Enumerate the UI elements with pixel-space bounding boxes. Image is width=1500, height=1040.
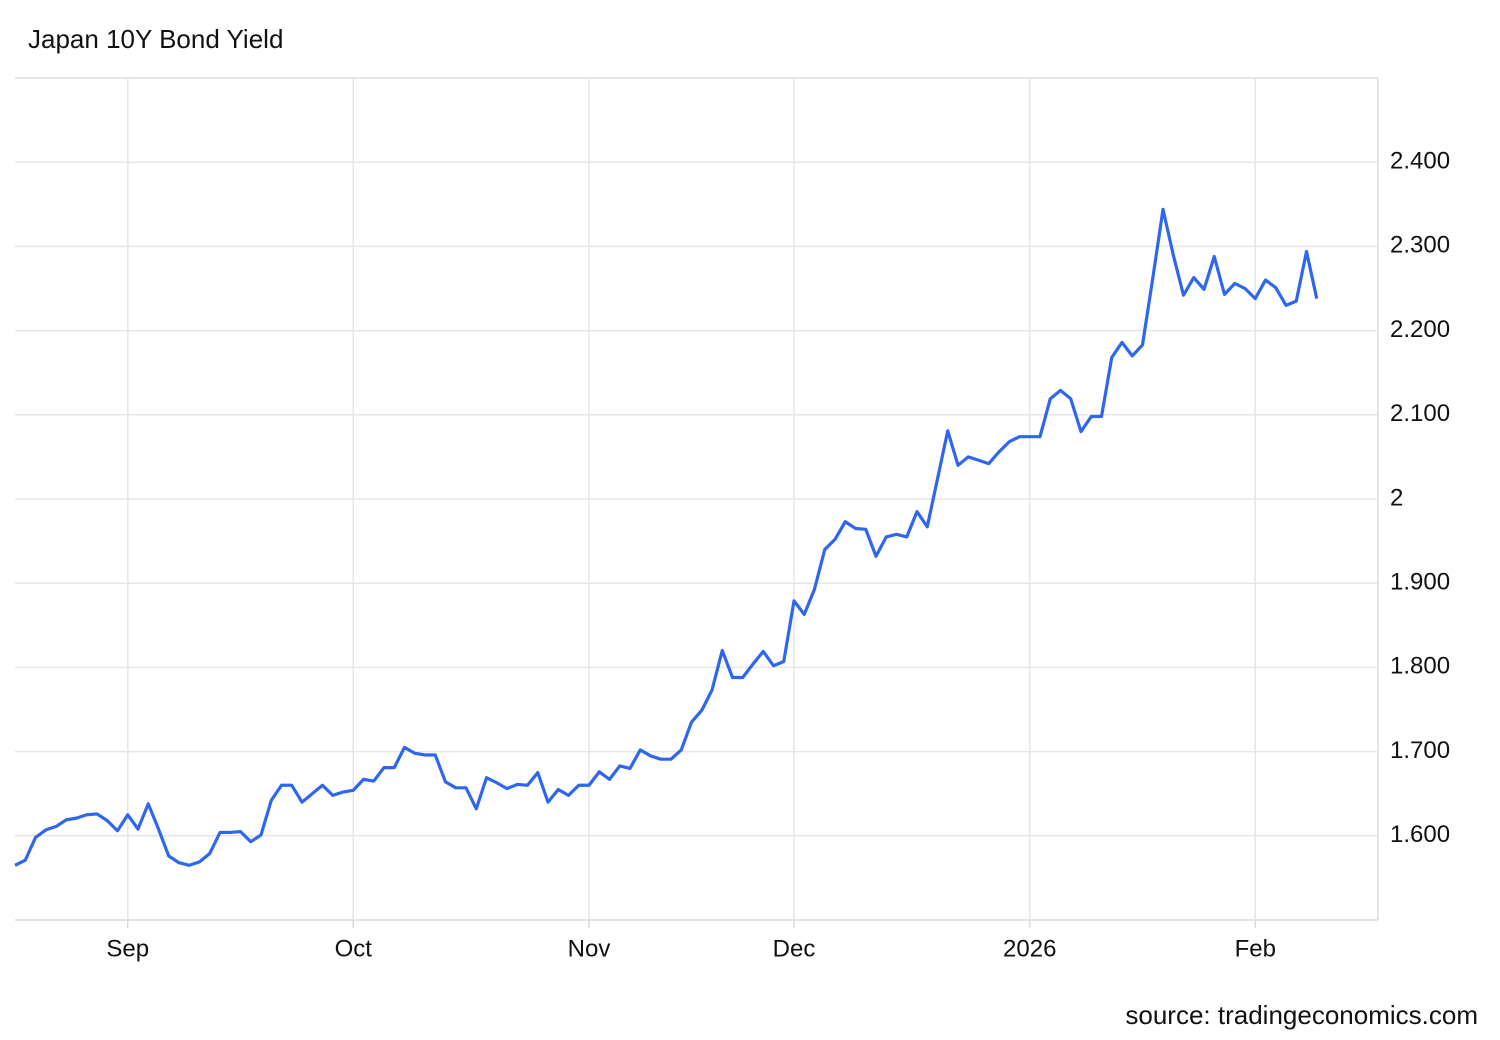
chart-title: Japan 10Y Bond Yield: [28, 24, 283, 54]
x-tick-label: 2026: [1003, 935, 1056, 962]
y-tick-label: 2.300: [1390, 232, 1450, 259]
y-tick-label: 2.400: [1390, 148, 1450, 175]
x-tick-label: Dec: [773, 935, 816, 962]
x-tick-label: Feb: [1235, 935, 1276, 962]
y-tick-label: 2.200: [1390, 316, 1450, 343]
x-tick-label: Oct: [335, 935, 373, 962]
x-tick-label: Sep: [106, 935, 149, 962]
y-tick-label: 2: [1390, 484, 1403, 511]
y-tick-label: 1.700: [1390, 737, 1450, 764]
source-note: source: tradingeconomics.com: [1125, 1000, 1478, 1030]
y-tick-label: 1.800: [1390, 653, 1450, 680]
y-tick-label: 1.900: [1390, 569, 1450, 596]
y-tick-label: 1.600: [1390, 821, 1450, 848]
data-line: [14, 207, 1319, 867]
x-tick-label: Nov: [568, 935, 611, 962]
y-tick-label: 2.100: [1390, 400, 1450, 427]
